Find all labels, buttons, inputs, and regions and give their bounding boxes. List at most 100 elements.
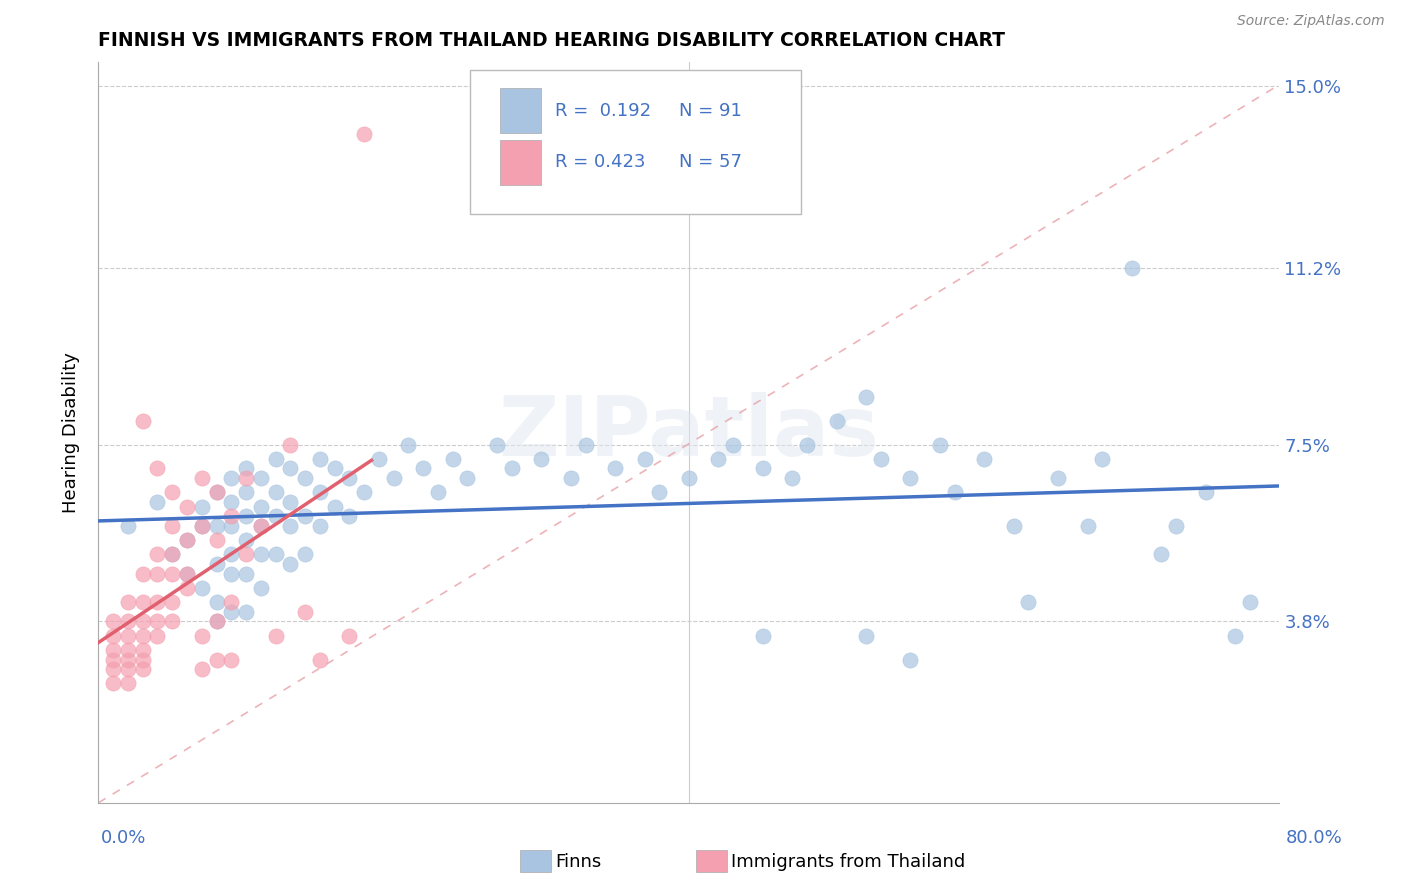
- Point: [250, 518, 273, 533]
- Point: [1150, 548, 1173, 562]
- Point: [1195, 485, 1218, 500]
- Point: [560, 471, 582, 485]
- Point: [250, 500, 273, 514]
- Point: [103, 615, 125, 629]
- Point: [294, 471, 316, 485]
- Point: [250, 548, 273, 562]
- Point: [1239, 595, 1261, 609]
- Point: [294, 548, 316, 562]
- Point: [294, 509, 316, 524]
- Point: [250, 581, 273, 595]
- Point: [235, 471, 257, 485]
- Point: [191, 629, 214, 643]
- Point: [309, 485, 332, 500]
- Point: [221, 652, 243, 666]
- Point: [368, 451, 391, 466]
- Point: [530, 451, 553, 466]
- Point: [825, 414, 848, 428]
- Point: [117, 615, 139, 629]
- Point: [1077, 518, 1099, 533]
- Point: [132, 629, 155, 643]
- Point: [176, 581, 198, 595]
- Point: [280, 495, 302, 509]
- Point: [323, 500, 346, 514]
- Point: [353, 485, 375, 500]
- Point: [103, 676, 125, 690]
- Point: [280, 557, 302, 571]
- Point: [191, 518, 214, 533]
- Point: [1225, 629, 1247, 643]
- Point: [191, 500, 214, 514]
- Text: N = 57: N = 57: [679, 153, 742, 171]
- Point: [205, 557, 228, 571]
- Point: [205, 533, 228, 547]
- Text: Finns: Finns: [555, 853, 602, 871]
- Point: [294, 605, 316, 619]
- Point: [264, 451, 287, 466]
- Point: [103, 662, 125, 676]
- Point: [162, 518, 183, 533]
- Point: [973, 451, 995, 466]
- Point: [870, 451, 893, 466]
- Text: ZIPatlas: ZIPatlas: [499, 392, 879, 473]
- Point: [146, 615, 169, 629]
- Point: [235, 566, 257, 581]
- Point: [162, 595, 183, 609]
- Point: [648, 485, 671, 500]
- Point: [162, 485, 183, 500]
- Point: [162, 548, 183, 562]
- FancyBboxPatch shape: [501, 88, 541, 133]
- Point: [1002, 518, 1025, 533]
- Point: [427, 485, 450, 500]
- Point: [146, 548, 169, 562]
- Point: [205, 652, 228, 666]
- Point: [132, 662, 155, 676]
- Point: [441, 451, 464, 466]
- Point: [117, 518, 139, 533]
- Point: [132, 595, 155, 609]
- Point: [1046, 471, 1070, 485]
- Point: [339, 471, 361, 485]
- Point: [205, 615, 228, 629]
- Text: Immigrants from Thailand: Immigrants from Thailand: [731, 853, 966, 871]
- Text: Source: ZipAtlas.com: Source: ZipAtlas.com: [1237, 14, 1385, 28]
- Point: [1121, 260, 1143, 275]
- Y-axis label: Hearing Disability: Hearing Disability: [62, 352, 80, 513]
- Point: [103, 643, 125, 657]
- Point: [162, 615, 183, 629]
- Point: [132, 643, 155, 657]
- Point: [339, 629, 361, 643]
- Point: [191, 518, 214, 533]
- Point: [191, 471, 214, 485]
- Point: [176, 500, 198, 514]
- Point: [752, 629, 775, 643]
- Point: [264, 509, 287, 524]
- Point: [707, 451, 730, 466]
- Point: [929, 437, 952, 451]
- Point: [235, 461, 257, 475]
- FancyBboxPatch shape: [501, 140, 541, 185]
- Point: [280, 437, 302, 451]
- Point: [943, 485, 966, 500]
- Point: [117, 676, 139, 690]
- Point: [235, 548, 257, 562]
- Point: [221, 509, 243, 524]
- Point: [235, 533, 257, 547]
- Point: [117, 662, 139, 676]
- Point: [191, 662, 214, 676]
- Point: [146, 566, 169, 581]
- Point: [309, 652, 332, 666]
- Point: [146, 595, 169, 609]
- Point: [235, 605, 257, 619]
- Text: 0.0%: 0.0%: [101, 829, 146, 847]
- Point: [146, 495, 169, 509]
- Point: [723, 437, 745, 451]
- Point: [235, 509, 257, 524]
- Point: [117, 595, 139, 609]
- Point: [146, 629, 169, 643]
- Point: [605, 461, 627, 475]
- Point: [382, 471, 405, 485]
- Point: [221, 605, 243, 619]
- Point: [205, 595, 228, 609]
- Point: [900, 471, 922, 485]
